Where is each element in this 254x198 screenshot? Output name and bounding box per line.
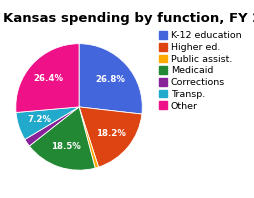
Text: 18.5%: 18.5%	[51, 142, 80, 151]
Text: 7.2%: 7.2%	[27, 115, 51, 124]
Wedge shape	[25, 107, 79, 146]
Text: 18.2%: 18.2%	[96, 129, 126, 138]
Wedge shape	[16, 107, 79, 139]
Text: 26.4%: 26.4%	[33, 74, 63, 83]
Wedge shape	[79, 107, 141, 167]
Wedge shape	[16, 44, 79, 112]
Text: 26.8%: 26.8%	[95, 75, 125, 84]
Text: Kansas spending by function, FY 2013: Kansas spending by function, FY 2013	[3, 12, 254, 25]
Wedge shape	[79, 44, 142, 114]
Wedge shape	[79, 107, 98, 168]
Wedge shape	[29, 107, 95, 170]
Legend: K-12 education, Higher ed., Public assist., Medicaid, Corrections, Transp., Othe: K-12 education, Higher ed., Public assis…	[157, 30, 242, 111]
